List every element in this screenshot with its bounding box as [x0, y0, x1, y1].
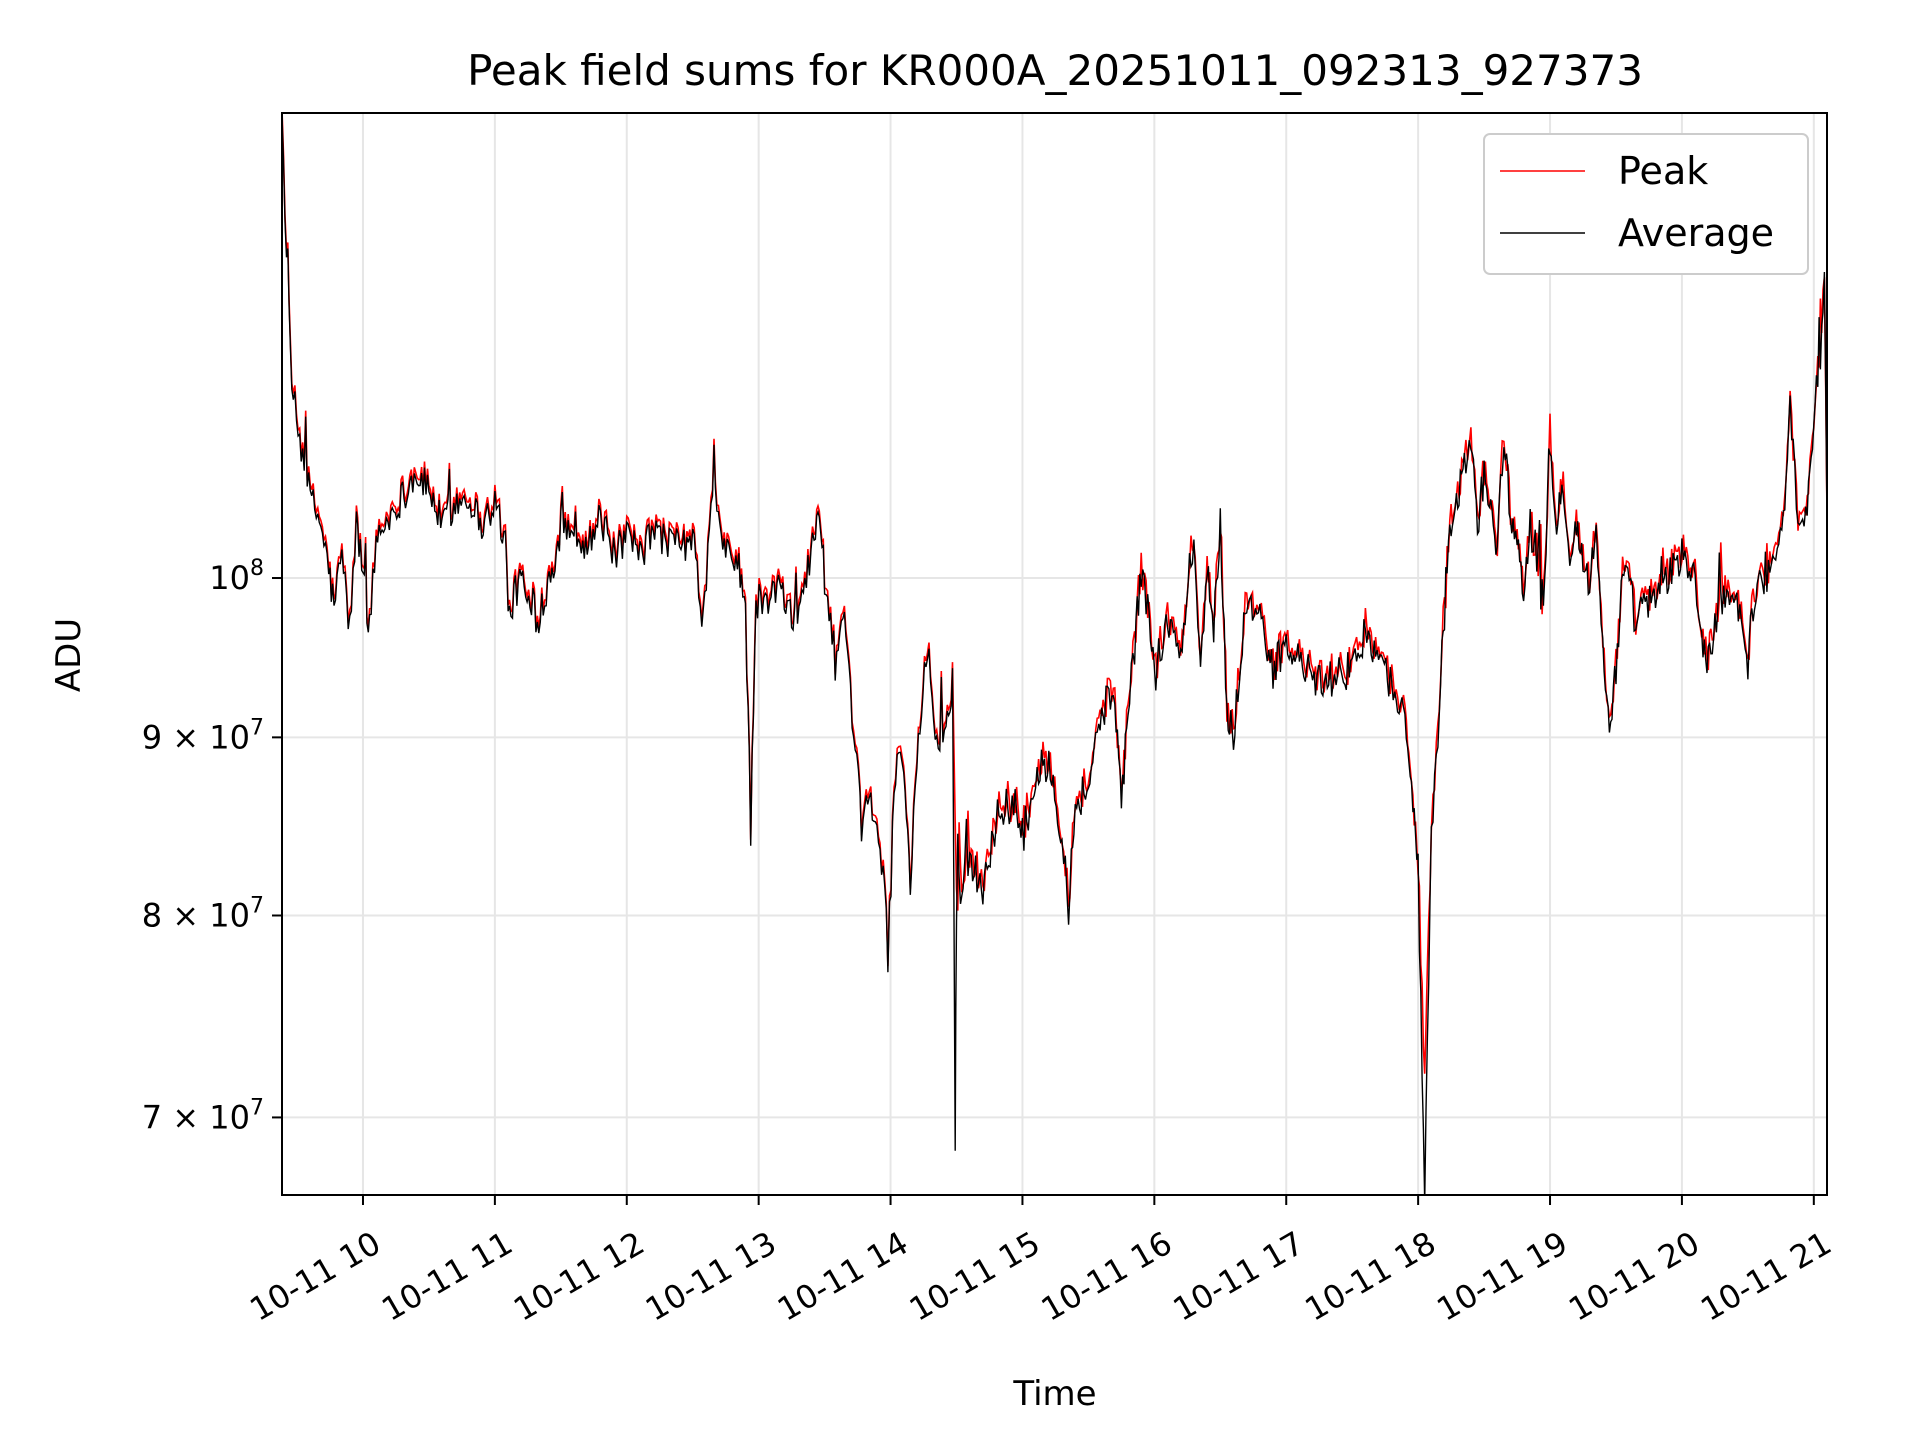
plot-lines — [282, 113, 1827, 1195]
y-tick-label: 9 × 107 — [142, 715, 264, 756]
legend-average-label: Average — [1618, 211, 1774, 255]
y-tick-label: 108 — [209, 556, 264, 597]
y-tick-label: 8 × 107 — [142, 893, 264, 934]
legend-peak-label: Peak — [1618, 149, 1708, 193]
legend-box — [1483, 133, 1809, 275]
series-average-line — [282, 115, 1827, 1195]
chart-title: Peak field sums for KR000A_20251011_0923… — [467, 46, 1643, 95]
x-axis-label: Time — [1012, 1374, 1096, 1414]
grid — [282, 113, 1827, 1195]
y-axis-ticks: 7 × 107 8 × 107 9 × 107 108 — [142, 556, 282, 1136]
plot-frame — [281, 112, 1828, 1196]
legend: Peak Average — [1483, 133, 1809, 275]
y-axis-label: ADU — [49, 618, 89, 692]
y-tick-label: 7 × 107 — [142, 1095, 264, 1136]
